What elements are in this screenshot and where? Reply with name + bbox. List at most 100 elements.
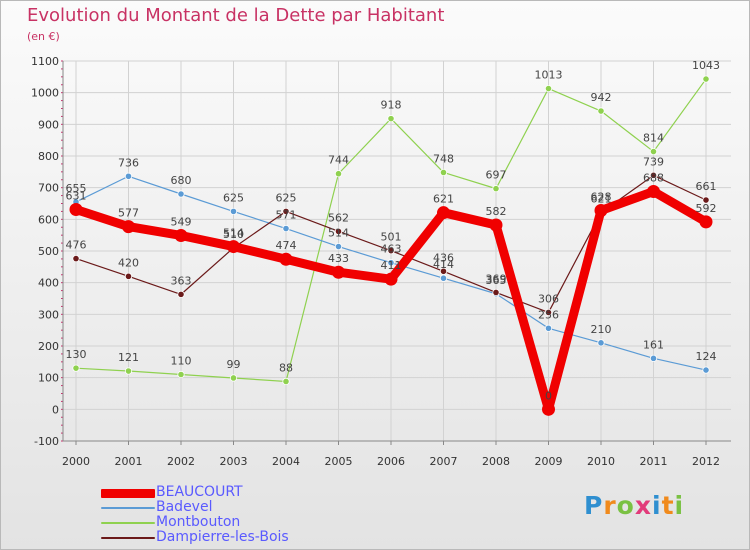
data-point-montbouton	[177, 370, 185, 379]
data-point-montbouton	[124, 367, 133, 375]
data-point-dampierre-les-bois	[124, 272, 133, 280]
data-label: 0	[545, 389, 552, 402]
y-tick-label: 0	[52, 403, 59, 416]
data-point-dampierre-les-bois	[334, 227, 343, 235]
y-tick-label: 100	[38, 372, 59, 385]
data-label: 433	[328, 252, 349, 265]
legend-label: BEAUCOURT	[156, 484, 243, 500]
y-tick-label: 200	[38, 340, 59, 353]
data-point-badevel	[229, 207, 238, 216]
data-label: 680	[171, 174, 192, 187]
x-tick-label: 2000	[62, 455, 90, 468]
legend-label: Badevel	[156, 499, 213, 515]
y-tick-label: 1100	[31, 55, 59, 68]
logo-letter: i	[674, 491, 685, 520]
data-label: 476	[66, 239, 87, 252]
data-label: 474	[276, 239, 297, 252]
data-point-badevel	[177, 190, 185, 198]
legend-swatch	[101, 489, 155, 498]
x-tick-label: 2010	[587, 455, 615, 468]
data-label: 88	[279, 361, 293, 374]
legend-swatch	[101, 537, 155, 539]
data-label: 625	[223, 191, 244, 204]
data-label: 514	[223, 227, 244, 240]
data-label: 510	[223, 228, 244, 241]
data-point-beaucourt	[699, 215, 713, 229]
data-label: 621	[591, 193, 612, 206]
data-point-beaucourt	[542, 402, 555, 416]
logo-letter: o	[616, 491, 635, 520]
data-point-montbouton	[544, 84, 553, 93]
logo-letter: P	[584, 491, 604, 520]
data-label: 99	[227, 358, 241, 371]
data-label: 411	[381, 259, 402, 272]
data-point-dampierre-les-bois	[177, 290, 185, 298]
data-point-dampierre-les-bois	[439, 267, 448, 275]
data-label: 942	[591, 91, 612, 104]
data-label: 631	[66, 190, 87, 203]
data-point-montbouton	[229, 374, 238, 382]
data-point-montbouton	[439, 168, 448, 177]
data-label: 571	[276, 209, 297, 222]
data-point-beaucourt	[174, 228, 188, 242]
data-point-dampierre-les-bois	[544, 308, 553, 317]
data-label: 1043	[692, 59, 720, 72]
data-point-badevel	[597, 339, 605, 347]
data-point-dampierre-les-bois	[492, 288, 500, 297]
data-label: 621	[433, 193, 454, 206]
y-tick-label: 1000	[31, 87, 59, 100]
data-label: 918	[381, 99, 402, 112]
data-label: 121	[118, 351, 139, 364]
data-point-montbouton	[387, 115, 395, 123]
data-point-beaucourt	[279, 252, 293, 266]
x-tick-label: 2001	[115, 455, 143, 468]
data-label: 549	[171, 215, 192, 228]
data-label: 363	[171, 274, 192, 287]
y-tick-label: 300	[38, 308, 59, 321]
data-label: 256	[538, 308, 559, 321]
data-point-montbouton	[72, 364, 80, 372]
chart-unit: (en €)	[27, 30, 60, 43]
data-label: 365	[486, 274, 507, 287]
data-point-beaucourt	[122, 220, 135, 234]
legend-label: Dampierre-les-Bois	[156, 529, 289, 545]
data-label: 739	[643, 155, 664, 168]
data-label: 577	[118, 207, 139, 220]
y-tick-label: -100	[34, 435, 59, 448]
data-point-montbouton	[649, 147, 658, 156]
data-label: 414	[433, 258, 454, 271]
data-point-dampierre-les-bois	[649, 171, 658, 179]
logo-letter: r	[603, 491, 617, 520]
data-point-badevel	[282, 224, 290, 233]
data-label: 463	[381, 243, 402, 256]
data-label: 514	[328, 227, 349, 240]
data-point-montbouton	[492, 185, 500, 193]
data-point-badevel	[124, 172, 133, 180]
legend-swatch	[101, 522, 155, 524]
logo-letter: i	[652, 491, 662, 520]
data-label: 562	[328, 211, 349, 224]
data-label: 130	[66, 348, 87, 361]
data-point-badevel	[387, 259, 395, 267]
data-point-badevel	[649, 354, 658, 362]
data-label: 501	[381, 231, 402, 244]
data-label: 697	[486, 169, 507, 182]
y-tick-label: 700	[38, 182, 59, 195]
x-tick-label: 2006	[377, 455, 405, 468]
data-label: 736	[118, 156, 139, 169]
data-label: 688	[643, 171, 664, 184]
data-label: 420	[118, 256, 139, 269]
data-point-beaucourt	[227, 240, 240, 254]
data-point-badevel	[702, 366, 710, 374]
data-point-beaucourt	[489, 218, 503, 232]
proxiti-logo: Proxiti	[584, 491, 684, 520]
data-label: 582	[486, 205, 507, 218]
data-label: 814	[643, 132, 664, 145]
data-label: 1013	[535, 69, 563, 82]
x-tick-label: 2008	[482, 455, 510, 468]
y-tick-label: 400	[38, 277, 59, 290]
data-point-beaucourt	[384, 272, 398, 286]
data-point-beaucourt	[69, 203, 83, 217]
data-point-beaucourt	[437, 206, 450, 220]
